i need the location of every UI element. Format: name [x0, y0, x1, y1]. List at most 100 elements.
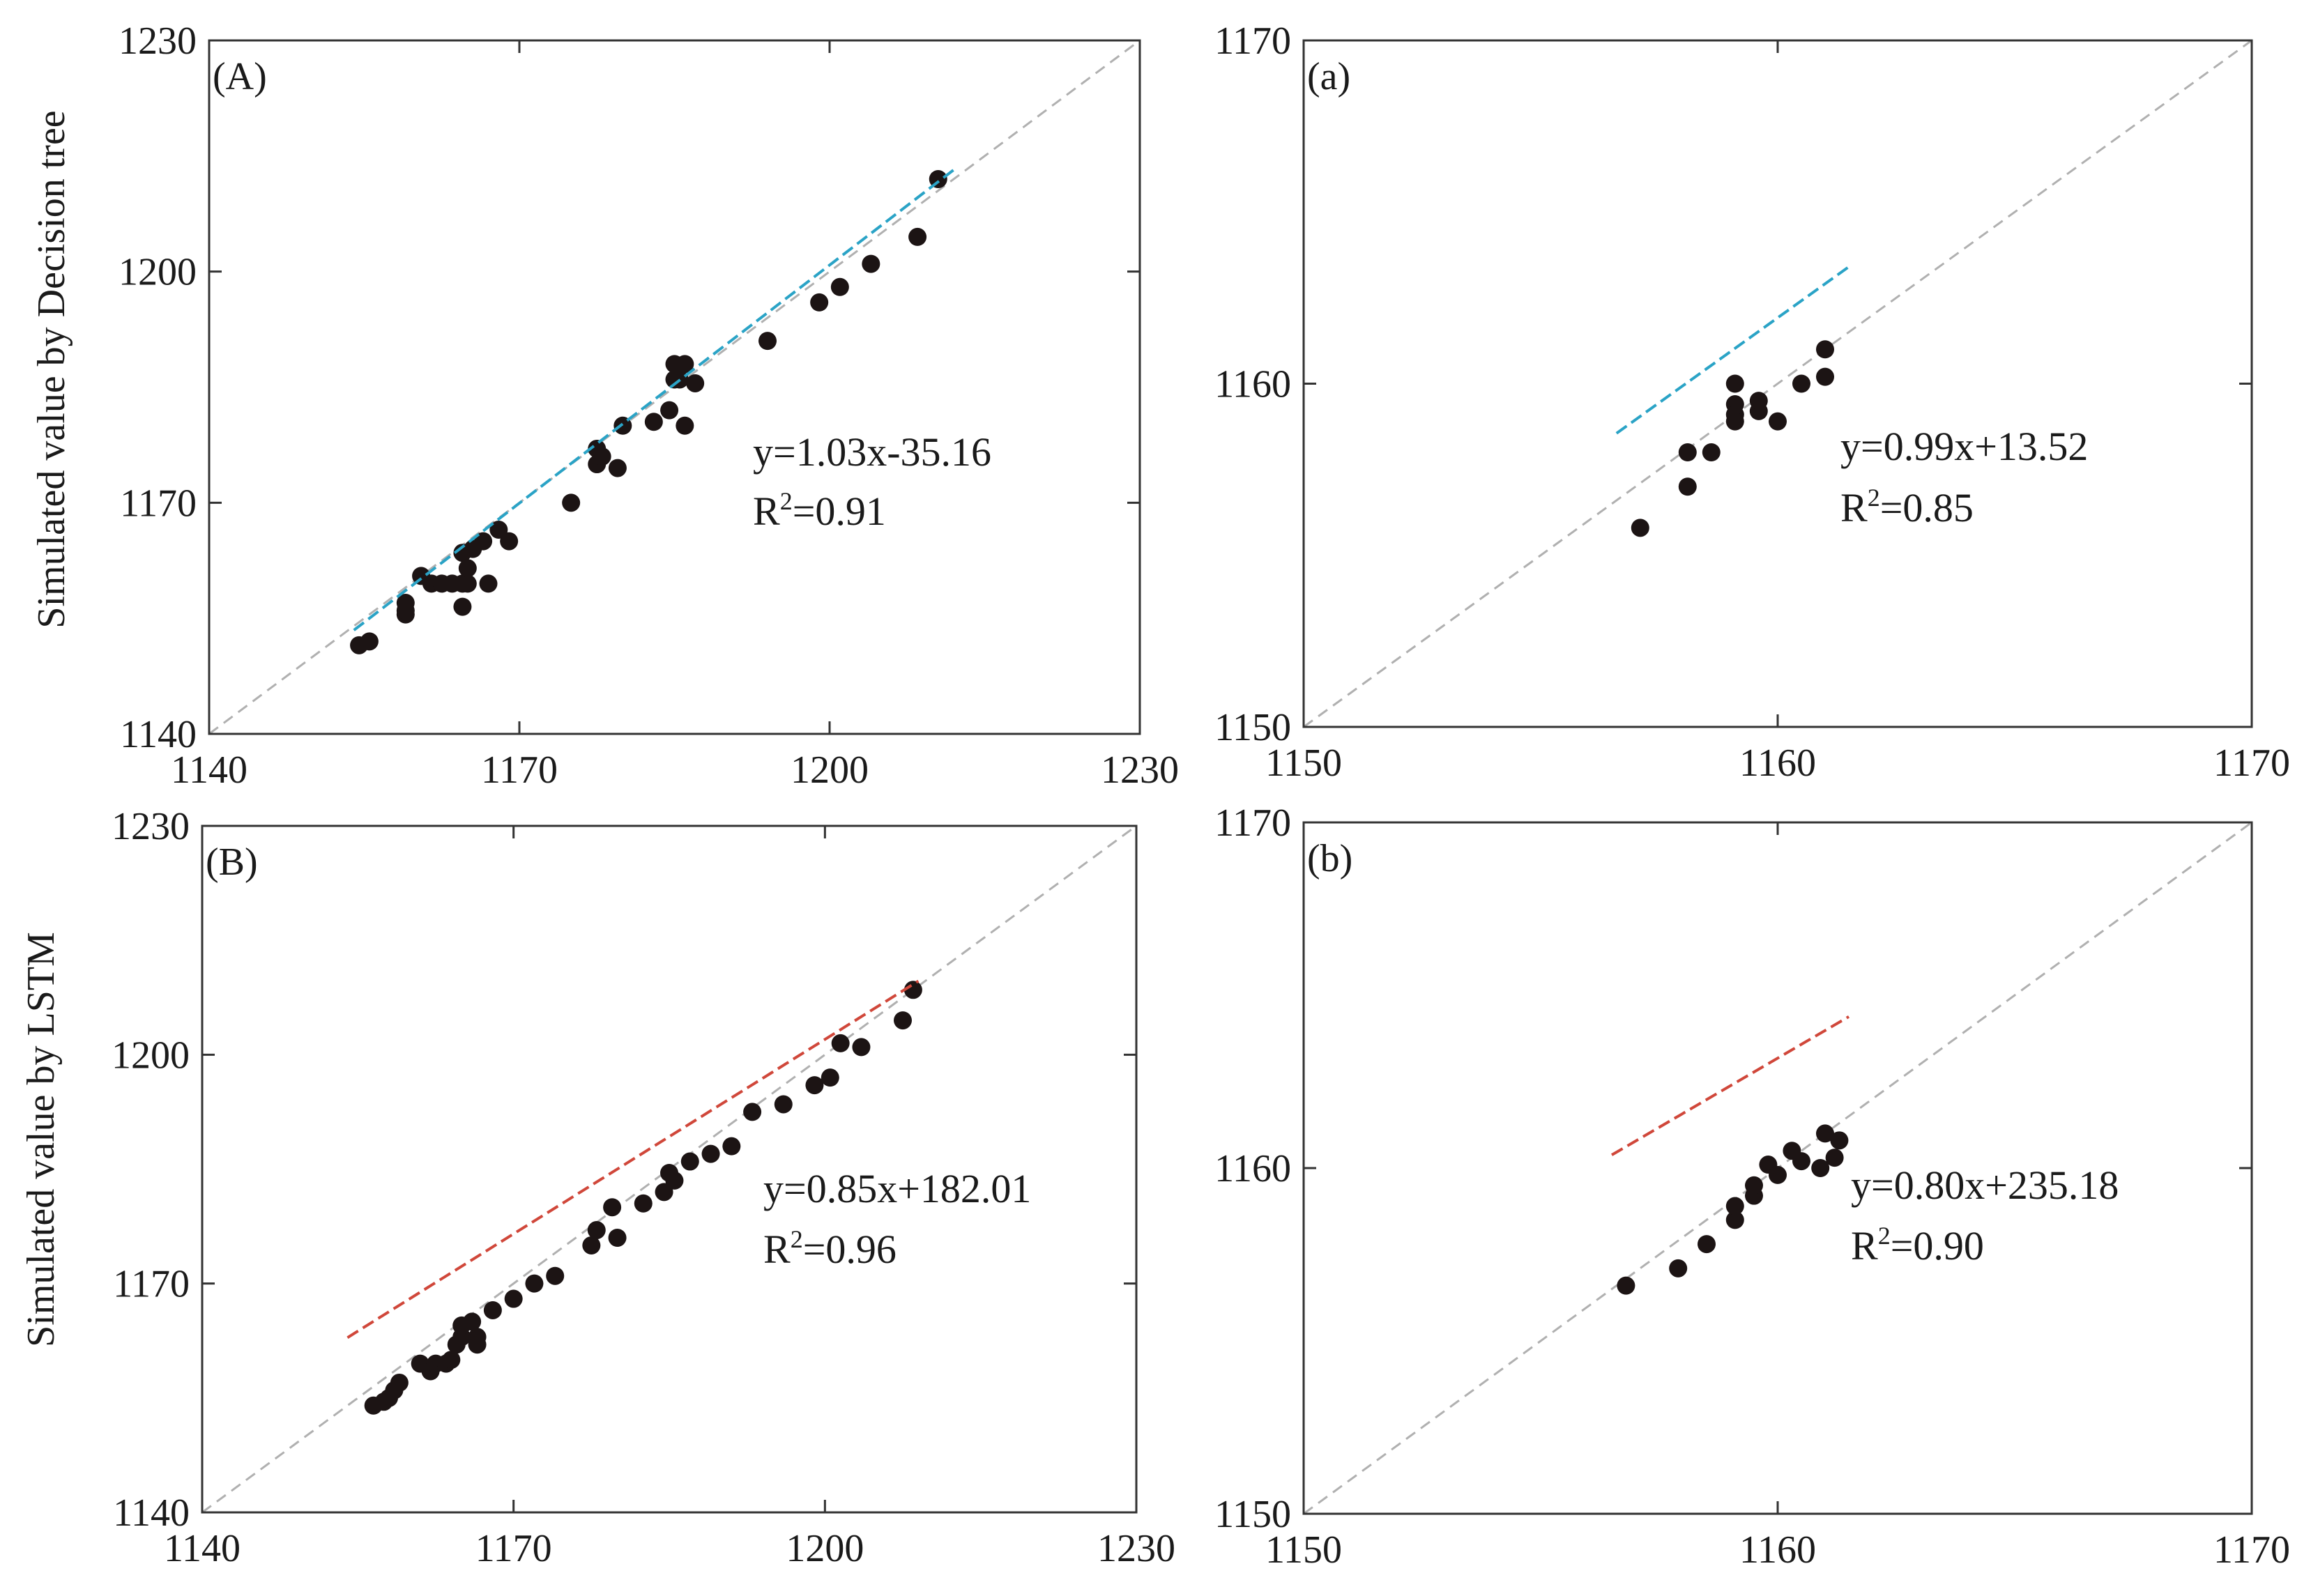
x-tick-label: 1170 [2213, 742, 2290, 785]
data-point [634, 1194, 653, 1213]
x-tick-label: 1230 [1097, 1527, 1175, 1570]
y-tick-label: 1230 [112, 805, 190, 848]
data-point [500, 532, 519, 551]
plot-frame [201, 824, 1138, 1514]
data-point [862, 254, 880, 273]
data-point [468, 1335, 487, 1354]
r-squared-value: =0.91 [793, 489, 886, 534]
data-point [722, 1137, 741, 1156]
fit-line [1610, 1015, 1850, 1156]
data-point [1698, 1235, 1716, 1254]
data-point [686, 374, 705, 392]
data-point [701, 1144, 720, 1163]
fit-equation: y=0.85x+182.01 [763, 1166, 1031, 1211]
data-point [1816, 1124, 1834, 1143]
x-tick-label: 1140 [164, 1527, 241, 1570]
panel-B: 1140 1170 1200 1230 1140 1170 1200 1230 (B) y=0.8… [112, 805, 1175, 1570]
data-point [758, 332, 777, 351]
data-point [474, 532, 493, 551]
data-point [442, 1351, 461, 1369]
x-tick-label: 1140 [171, 749, 247, 792]
data-point [458, 559, 477, 578]
data-point [894, 1011, 912, 1030]
data-point [1792, 1152, 1810, 1171]
x-tick-label: 1200 [786, 1527, 864, 1570]
x-tick-label: 1170 [475, 1527, 552, 1570]
data-point [603, 1198, 622, 1217]
data-point [608, 459, 627, 477]
fit-equation: y=0.80x+235.18 [1851, 1163, 2119, 1208]
fit-line [346, 979, 920, 1339]
data-point [1830, 1131, 1849, 1150]
r-squared-value: =0.90 [1891, 1223, 1984, 1268]
data-point [587, 1221, 606, 1240]
data-point [852, 1038, 871, 1057]
data-point [463, 1312, 482, 1331]
data-point [1669, 1259, 1688, 1277]
data-point [680, 1152, 699, 1171]
data-point [1825, 1149, 1844, 1167]
data-point [1725, 1211, 1744, 1229]
y-tick-label: 1170 [113, 1263, 190, 1306]
data-point [1745, 1176, 1763, 1195]
y-tick-label: 1170 [120, 482, 197, 525]
ylabel-bottom: Simulated value by LSTM [20, 932, 63, 1347]
data-point [1749, 392, 1768, 410]
data-point [546, 1266, 565, 1285]
panel-b: 1150 1160 1170 1150 1160 1170 (b) y=0.80x+235.1… [1214, 801, 2290, 1572]
data-point [396, 594, 415, 613]
data-point [774, 1095, 793, 1114]
data-point [1811, 1159, 1830, 1177]
data-point [453, 597, 472, 616]
fit-equation: y=1.03x-35.16 [753, 429, 991, 475]
y-tick-label: 1140 [120, 713, 197, 756]
data-point [608, 1229, 627, 1247]
data-point [831, 1034, 850, 1052]
r-squared-prefix: R [753, 489, 780, 534]
data-point [1725, 374, 1744, 393]
x-tick-label: 1170 [481, 749, 558, 792]
data-point [810, 293, 829, 312]
data-point [1769, 1165, 1787, 1184]
data-point [562, 493, 581, 512]
data-point [676, 355, 694, 374]
r-squared-sup: 2 [791, 1225, 803, 1253]
panel-A: 1140 1170 1200 1230 1140 1170 1200 1230 (A) y=1.0… [119, 20, 1179, 792]
data-point [489, 521, 508, 539]
r-squared-sup: 2 [1878, 1222, 1891, 1250]
r-squared-prefix: R [763, 1227, 791, 1272]
data-point [1725, 1197, 1744, 1215]
identity-line [201, 824, 1137, 1514]
y-tick-label: 1140 [113, 1491, 190, 1535]
r-squared: R2=0.85 [1840, 484, 1974, 530]
data-point [830, 277, 849, 296]
r-squared-sup: 2 [1868, 484, 1880, 512]
data-point [821, 1068, 839, 1087]
x-tick-label: 1160 [1739, 1528, 1816, 1572]
r-squared: R2=0.96 [763, 1225, 897, 1272]
data-point [644, 413, 663, 431]
x-tick-label: 1150 [1265, 742, 1342, 785]
y-tick-label: 1170 [1214, 801, 1291, 845]
data-point [1678, 477, 1697, 496]
r-squared-sup: 2 [780, 487, 793, 515]
data-point [458, 574, 477, 593]
identity-line [1303, 39, 2252, 728]
y-tick-label: 1170 [1214, 20, 1291, 63]
x-tick-label: 1200 [791, 749, 869, 792]
panel-label: (A) [213, 55, 267, 98]
data-point [504, 1289, 523, 1308]
data-point [613, 416, 632, 435]
y-tick-label: 1150 [1214, 1493, 1291, 1536]
data-point [660, 401, 679, 420]
r-squared-value: =0.96 [803, 1227, 897, 1272]
plot-frame [208, 39, 1141, 735]
r-squared: R2=0.91 [753, 487, 886, 534]
data-point [1816, 367, 1834, 386]
data-point [1769, 412, 1787, 431]
x-tick-label: 1230 [1101, 749, 1179, 792]
panel-label: (B) [206, 841, 258, 884]
data-point [390, 1373, 409, 1392]
data-point [1816, 340, 1834, 359]
